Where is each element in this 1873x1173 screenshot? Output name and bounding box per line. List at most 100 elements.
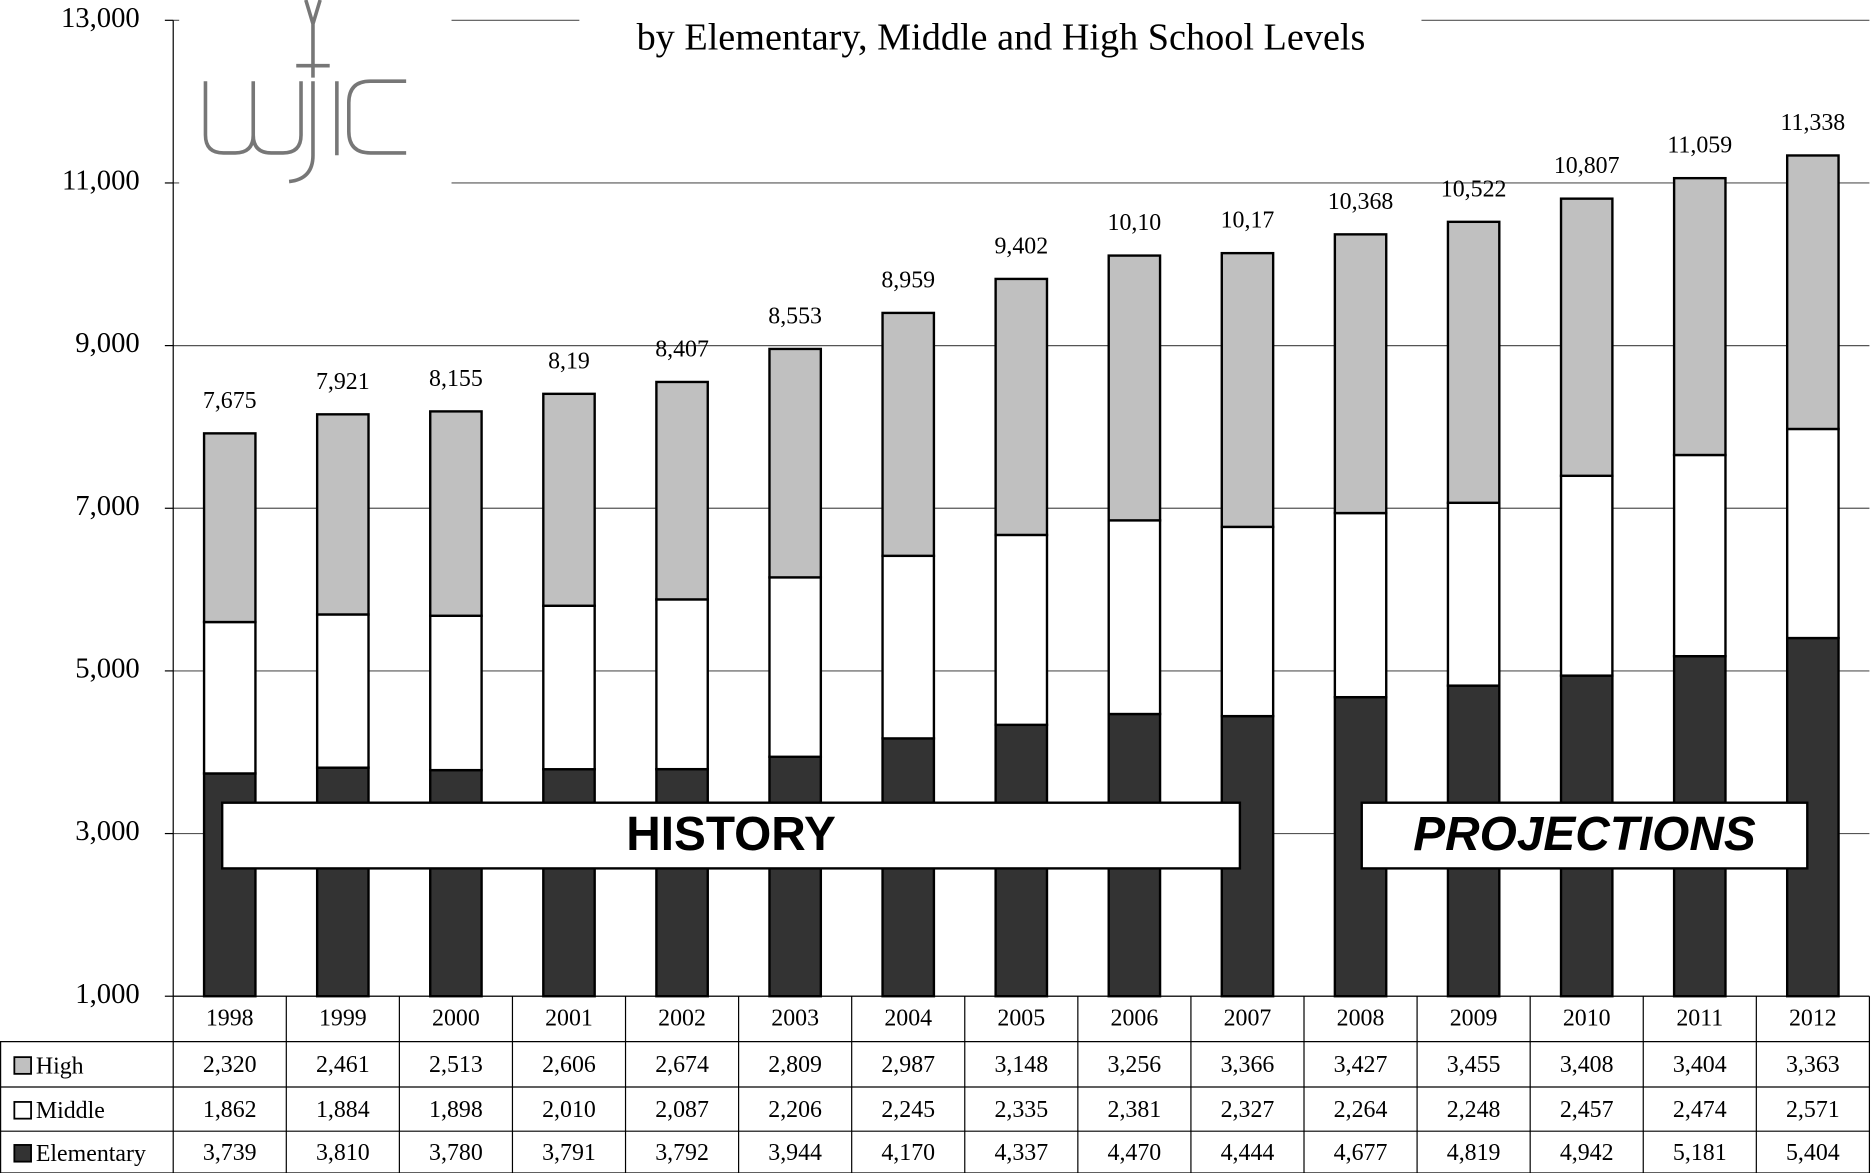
table-value: 4,677 xyxy=(1334,1140,1388,1166)
total-label: 8,553 xyxy=(768,303,822,329)
logo-bg xyxy=(179,0,452,192)
bar-segment xyxy=(315,613,370,769)
bar-segment xyxy=(1785,427,1840,640)
table-value: 2,206 xyxy=(768,1097,822,1123)
table-value: 1,862 xyxy=(203,1097,257,1123)
table-value: 2,571 xyxy=(1786,1097,1840,1123)
table-value: 5,181 xyxy=(1673,1140,1727,1166)
table-value: 4,170 xyxy=(881,1140,935,1166)
table-value: 2,010 xyxy=(542,1097,596,1123)
x-tick-label: 2001 xyxy=(545,1006,593,1032)
table-value: 3,408 xyxy=(1560,1052,1614,1078)
y-tick-label: 7,000 xyxy=(75,490,139,522)
bar-segment xyxy=(1220,251,1275,529)
x-tick-label: 2010 xyxy=(1563,1006,1611,1032)
bar-segment xyxy=(429,410,483,617)
bar-segment xyxy=(655,598,709,771)
total-label: 8,155 xyxy=(429,366,483,392)
legend-swatch xyxy=(13,1056,32,1075)
total-label: 11,059 xyxy=(1667,133,1732,159)
table-value: 4,470 xyxy=(1108,1140,1162,1166)
bar-segment xyxy=(1672,176,1727,457)
total-label: 7,675 xyxy=(203,388,257,414)
table-value: 3,363 xyxy=(1786,1052,1840,1078)
bar-segment xyxy=(881,554,936,740)
bar-segment xyxy=(994,277,1049,537)
table-value: 3,780 xyxy=(429,1140,483,1166)
bar-segment xyxy=(768,576,823,758)
bar-segment xyxy=(994,533,1049,727)
table-value: 3,792 xyxy=(655,1140,709,1166)
x-tick-label: 2008 xyxy=(1337,1006,1385,1032)
x-tick-label: 1998 xyxy=(206,1006,254,1032)
annotation-box xyxy=(1360,801,1809,870)
title-bg xyxy=(579,0,1422,72)
table-value: 2,674 xyxy=(655,1052,709,1078)
annotation: PROJECTIONS xyxy=(1413,808,1756,861)
table-value: 2,335 xyxy=(994,1097,1048,1123)
table-value: 2,264 xyxy=(1334,1097,1388,1123)
bar-segment xyxy=(429,614,483,772)
table-value: 3,427 xyxy=(1334,1052,1388,1078)
legend-label: High xyxy=(36,1053,84,1079)
x-tick-label: 1999 xyxy=(319,1006,367,1032)
table-value: 2,606 xyxy=(542,1052,596,1078)
x-tick-label: 2009 xyxy=(1450,1006,1498,1032)
bar-segment xyxy=(202,620,257,775)
annotation-box xyxy=(220,801,1242,870)
bar-segment xyxy=(1559,474,1614,677)
bar-segment xyxy=(1785,154,1840,431)
bar-segment xyxy=(1333,511,1388,699)
table-value: 2,320 xyxy=(203,1052,257,1078)
total-label: 9,402 xyxy=(994,233,1048,259)
y-tick-label: 13,000 xyxy=(61,2,140,34)
table-value: 1,884 xyxy=(316,1097,370,1123)
y-tick-label: 5,000 xyxy=(75,652,139,684)
total-label: 10,807 xyxy=(1554,153,1620,179)
table-value: 4,444 xyxy=(1221,1140,1275,1166)
total-label: 10,17 xyxy=(1221,208,1275,234)
bar-segment xyxy=(1333,233,1388,515)
x-tick-label: 2011 xyxy=(1676,1006,1723,1032)
bar-segment xyxy=(1446,220,1501,505)
total-label: 8,19 xyxy=(548,348,590,374)
table-value: 2,474 xyxy=(1673,1097,1727,1123)
chart-title: by Elementary, Middle and High School Le… xyxy=(637,16,1366,58)
logo xyxy=(203,0,407,184)
table-value: 3,791 xyxy=(542,1140,596,1166)
bar-segment xyxy=(1107,519,1162,716)
table-value: 2,457 xyxy=(1560,1097,1614,1123)
total-label: 10,368 xyxy=(1328,189,1394,215)
table-value: 1,898 xyxy=(429,1097,483,1123)
legend-swatch xyxy=(13,1144,32,1163)
bar-segment xyxy=(1107,254,1162,522)
table-value: 4,942 xyxy=(1560,1140,1614,1166)
x-tick-label: 2005 xyxy=(997,1006,1045,1032)
table-value: 3,256 xyxy=(1108,1052,1162,1078)
x-tick-label: 2012 xyxy=(1789,1006,1837,1032)
bar-segment xyxy=(315,413,370,616)
bar-segment xyxy=(542,392,596,607)
x-tick-label: 2003 xyxy=(771,1006,819,1032)
x-tick-label: 2004 xyxy=(884,1006,932,1032)
table-value: 2,381 xyxy=(1108,1097,1162,1123)
bar-segment xyxy=(768,755,823,998)
x-tick-label: 2006 xyxy=(1111,1006,1159,1032)
y-tick-label: 3,000 xyxy=(75,815,139,847)
y-tick-label: 9,000 xyxy=(75,327,139,359)
table-value: 2,461 xyxy=(316,1052,370,1078)
bar-segment xyxy=(881,311,936,558)
bar-segment xyxy=(1446,501,1501,687)
bar-segment xyxy=(542,604,596,771)
annotation: HISTORY xyxy=(626,808,836,861)
x-tick-label: 2002 xyxy=(658,1006,706,1032)
table-value: 3,944 xyxy=(768,1140,822,1166)
legend-label: Elementary xyxy=(36,1141,146,1167)
total-label: 8,959 xyxy=(881,267,935,293)
table-value: 4,337 xyxy=(994,1140,1048,1166)
table-value: 3,739 xyxy=(203,1140,257,1166)
table-value: 3,148 xyxy=(994,1052,1048,1078)
bar-segment xyxy=(768,347,823,579)
table-value: 4,819 xyxy=(1447,1140,1501,1166)
